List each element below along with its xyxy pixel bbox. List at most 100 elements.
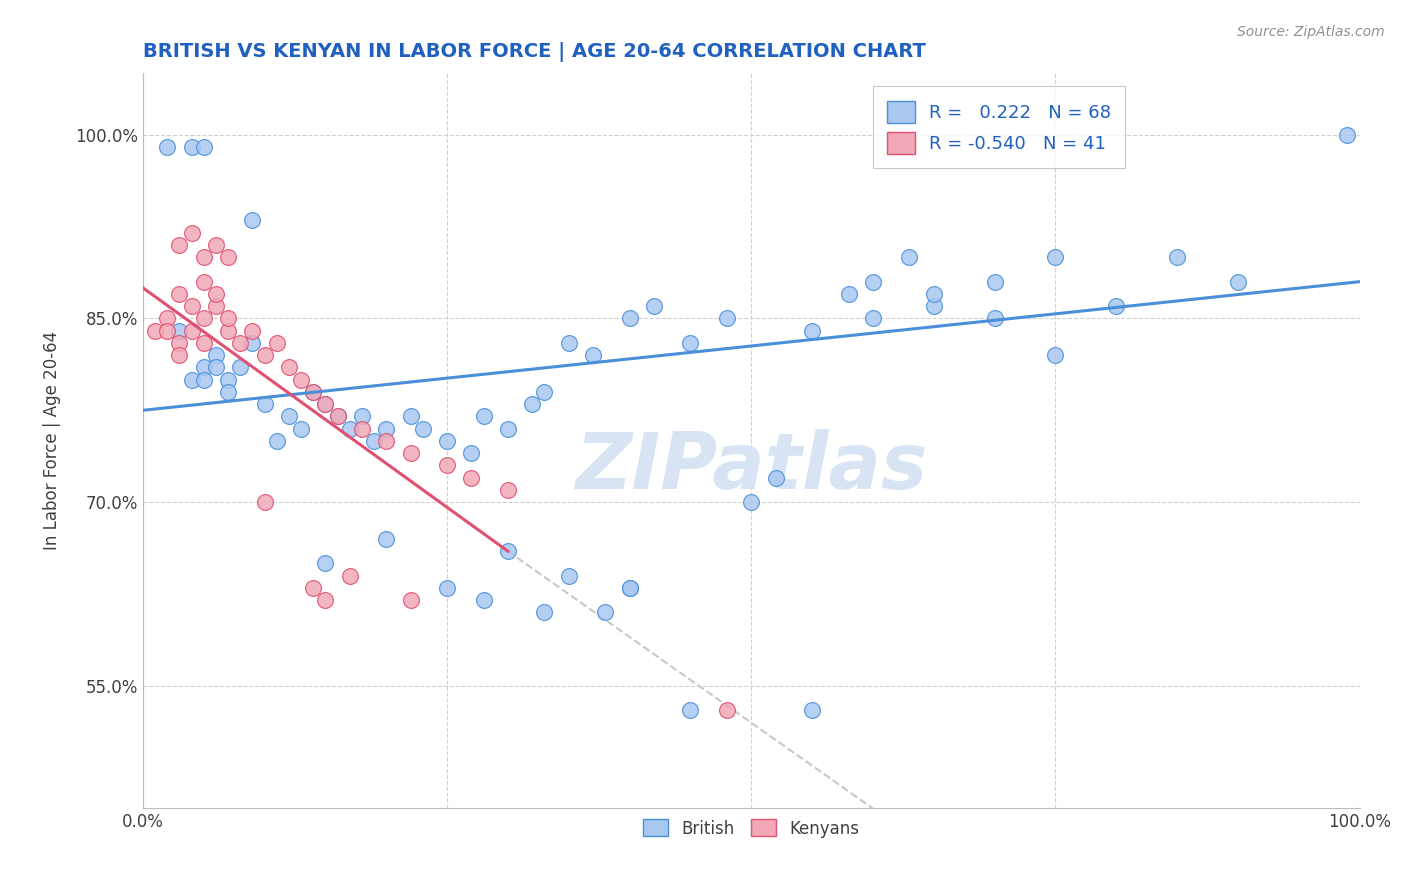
Point xyxy=(643,299,665,313)
Point xyxy=(350,409,373,424)
Point xyxy=(229,335,252,350)
Point xyxy=(169,335,191,350)
Point xyxy=(180,324,202,338)
Point xyxy=(217,373,239,387)
Point xyxy=(837,287,859,301)
Point xyxy=(326,409,349,424)
Point xyxy=(290,373,312,387)
Point xyxy=(460,446,482,460)
Point xyxy=(1045,250,1067,264)
Point xyxy=(217,311,239,326)
Point xyxy=(156,311,179,326)
Point xyxy=(156,140,179,154)
Point xyxy=(193,140,215,154)
Point xyxy=(983,311,1005,326)
Point xyxy=(339,422,361,436)
Point xyxy=(290,422,312,436)
Point xyxy=(205,348,228,362)
Point xyxy=(169,324,191,338)
Point xyxy=(169,287,191,301)
Point xyxy=(460,471,482,485)
Point xyxy=(496,544,519,558)
Point xyxy=(593,606,616,620)
Point xyxy=(1226,275,1249,289)
Point xyxy=(169,238,191,252)
Point xyxy=(740,495,762,509)
Y-axis label: In Labor Force | Age 20-64: In Labor Force | Age 20-64 xyxy=(44,331,60,550)
Point xyxy=(1045,348,1067,362)
Point xyxy=(922,299,945,313)
Point xyxy=(193,275,215,289)
Point xyxy=(156,324,179,338)
Point xyxy=(314,397,336,411)
Point xyxy=(253,348,276,362)
Point xyxy=(922,287,945,301)
Point xyxy=(765,471,787,485)
Point xyxy=(240,213,263,227)
Point xyxy=(375,532,398,546)
Point xyxy=(862,275,884,289)
Point xyxy=(716,703,738,717)
Point xyxy=(399,446,422,460)
Point xyxy=(266,335,288,350)
Point xyxy=(557,335,579,350)
Point xyxy=(302,384,325,399)
Point xyxy=(180,226,202,240)
Point xyxy=(180,373,202,387)
Text: BRITISH VS KENYAN IN LABOR FORCE | AGE 20-64 CORRELATION CHART: BRITISH VS KENYAN IN LABOR FORCE | AGE 2… xyxy=(143,42,925,62)
Point xyxy=(217,384,239,399)
Point xyxy=(801,703,824,717)
Point xyxy=(277,360,299,375)
Point xyxy=(253,397,276,411)
Point xyxy=(217,324,239,338)
Text: Source: ZipAtlas.com: Source: ZipAtlas.com xyxy=(1237,25,1385,39)
Point xyxy=(557,568,579,582)
Point xyxy=(169,348,191,362)
Text: ZIPatlas: ZIPatlas xyxy=(575,429,928,505)
Point xyxy=(472,593,495,607)
Point xyxy=(193,335,215,350)
Point xyxy=(375,422,398,436)
Point xyxy=(801,324,824,338)
Point xyxy=(240,324,263,338)
Point xyxy=(363,434,385,448)
Point xyxy=(314,557,336,571)
Point xyxy=(679,703,702,717)
Point xyxy=(399,593,422,607)
Point xyxy=(205,299,228,313)
Point xyxy=(862,311,884,326)
Point xyxy=(253,495,276,509)
Point xyxy=(193,250,215,264)
Point xyxy=(533,606,555,620)
Point xyxy=(314,397,336,411)
Point xyxy=(375,434,398,448)
Point xyxy=(180,299,202,313)
Point xyxy=(193,360,215,375)
Point xyxy=(193,311,215,326)
Point xyxy=(217,250,239,264)
Point xyxy=(205,238,228,252)
Point xyxy=(314,593,336,607)
Point xyxy=(533,384,555,399)
Point xyxy=(229,360,252,375)
Point xyxy=(277,409,299,424)
Point xyxy=(240,335,263,350)
Point xyxy=(180,140,202,154)
Point xyxy=(983,275,1005,289)
Point xyxy=(898,250,921,264)
Point xyxy=(436,458,458,473)
Point xyxy=(143,324,166,338)
Point xyxy=(205,287,228,301)
Point xyxy=(679,335,702,350)
Point xyxy=(193,373,215,387)
Point xyxy=(412,422,434,436)
Point xyxy=(522,397,544,411)
Point xyxy=(302,384,325,399)
Point xyxy=(1166,250,1188,264)
Point xyxy=(496,483,519,497)
Point xyxy=(205,360,228,375)
Point xyxy=(496,422,519,436)
Point xyxy=(619,581,641,595)
Point xyxy=(326,409,349,424)
Point xyxy=(472,409,495,424)
